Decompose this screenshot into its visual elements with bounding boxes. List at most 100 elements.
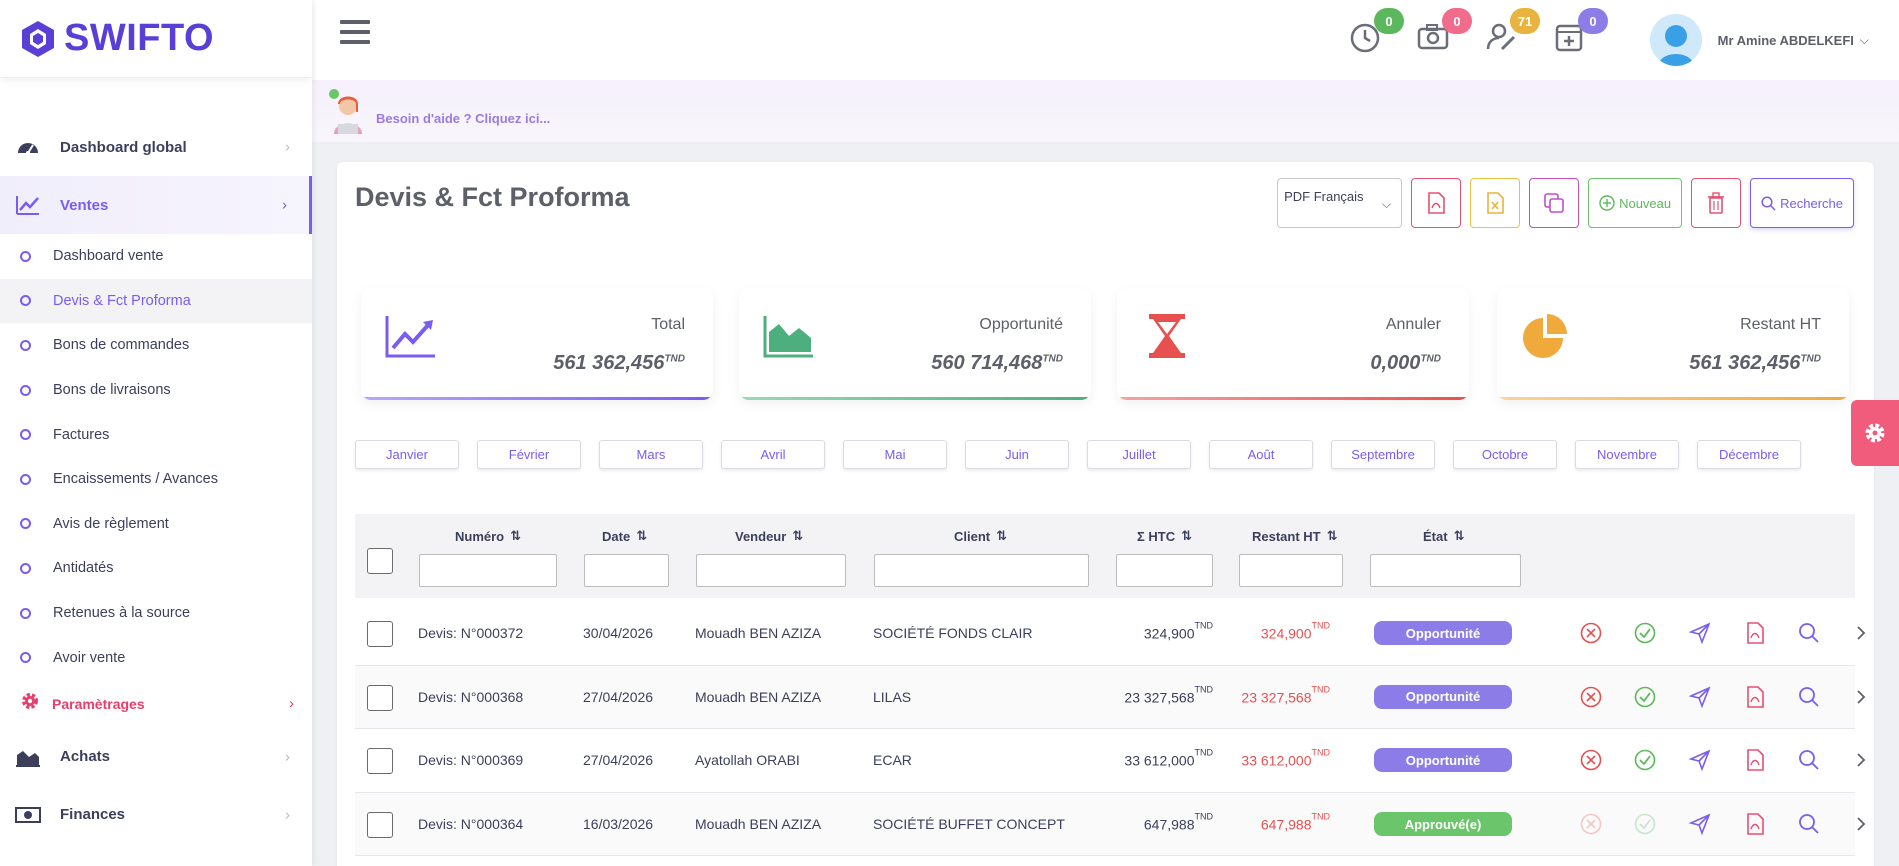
export-pdf-button[interactable] xyxy=(1411,178,1462,228)
chevron-right-icon[interactable] xyxy=(1849,685,1873,709)
send-icon[interactable] xyxy=(1688,621,1712,645)
search-icon[interactable] xyxy=(1797,685,1821,709)
stat-accent xyxy=(739,397,1091,400)
month-button[interactable]: Octobre xyxy=(1453,440,1557,469)
sidebar-subitem-factures[interactable]: Factures xyxy=(0,412,312,457)
stat-label: Restant HT xyxy=(1740,316,1821,333)
sidebar-item-achats[interactable]: Achats › xyxy=(0,728,312,786)
notification-badge: 0 xyxy=(1578,8,1608,34)
file-pdf-icon[interactable] xyxy=(1743,812,1767,836)
sidebar-subitem-bons-de-commandes[interactable]: Bons de commandes xyxy=(0,323,312,368)
table-row[interactable]: Devis: N°000364 16/03/2026 Mouadh BEN AZIZ… xyxy=(355,792,1866,857)
sidebar-subitem-bons-de-livraisons[interactable]: Bons de livraisons xyxy=(0,368,312,413)
sidebar-subitem-antidat-s[interactable]: Antidatés xyxy=(0,546,312,591)
row-checkbox[interactable] xyxy=(367,684,393,711)
row-checkbox[interactable] xyxy=(367,748,393,775)
column-header-htc[interactable]: Σ HTC ⇅ xyxy=(1137,528,1192,544)
column-header-numero[interactable]: Numéro ⇅ xyxy=(455,528,521,544)
month-button[interactable]: Novembre xyxy=(1575,440,1679,469)
row-checkbox[interactable] xyxy=(367,621,393,647)
table-row[interactable]: Devis: N°000369 27/04/2026 Ayatollah ORABI… xyxy=(355,729,1866,793)
search-icon[interactable] xyxy=(1797,621,1821,645)
column-header-etat[interactable]: État ⇅ xyxy=(1423,528,1464,544)
filter-vendeur-input[interactable] xyxy=(696,554,846,587)
chevron-right-icon: › xyxy=(285,806,290,824)
chevron-right-icon[interactable] xyxy=(1849,621,1873,645)
help-bar: Besoin d'aide ? Cliquez ici... xyxy=(312,80,1899,142)
month-button[interactable]: Mars xyxy=(599,440,703,469)
export-excel-button[interactable] xyxy=(1470,178,1521,228)
pdf-language-select[interactable]: PDF Français ⌵ xyxy=(1277,178,1403,228)
month-button[interactable]: Mai xyxy=(843,440,947,469)
sidebar-subitem-retenues-la-source[interactable]: Retenues à la source xyxy=(0,591,312,636)
bullet-circle-icon xyxy=(20,518,31,530)
send-icon[interactable] xyxy=(1688,748,1712,772)
user-name: Mr Amine ABDELKEFI xyxy=(1717,32,1854,48)
file-pdf-icon[interactable] xyxy=(1743,748,1767,772)
cancel-x-icon[interactable] xyxy=(1579,621,1603,645)
column-header-vendeur[interactable]: Vendeur ⇅ xyxy=(735,528,803,544)
send-icon[interactable] xyxy=(1688,812,1712,836)
user-edit-icon[interactable]: 71 xyxy=(1484,8,1540,54)
bullet-circle-icon xyxy=(20,562,31,574)
sidebar-subitem-devis-fct-proforma[interactable]: Devis & Fct Proforma xyxy=(0,278,312,324)
cancel-x-icon[interactable] xyxy=(1579,685,1603,709)
sidebar-subitem-encaissements-avances[interactable]: Encaissements / Avances xyxy=(0,457,312,502)
swifto-logo-icon xyxy=(22,20,54,57)
month-button[interactable]: Janvier xyxy=(355,440,459,469)
calendar-plus-icon[interactable]: 0 xyxy=(1552,8,1608,54)
sidebar-subitem-avis-de-r-glement[interactable]: Avis de règlement xyxy=(0,502,312,547)
camera-icon[interactable]: 0 xyxy=(1416,8,1472,54)
filter-etat-input[interactable] xyxy=(1370,554,1521,587)
chevron-right-icon: › xyxy=(282,196,287,214)
filter-htc-input[interactable] xyxy=(1116,554,1213,587)
filter-restant-input[interactable] xyxy=(1239,554,1343,587)
ventes-submenu: Dashboard vente Devis & Fct Proforma Bons … xyxy=(0,234,312,680)
search-icon[interactable] xyxy=(1797,812,1821,836)
new-button[interactable]: Nouveau xyxy=(1588,178,1683,228)
duplicate-button[interactable] xyxy=(1529,178,1580,228)
month-button[interactable]: Septembre xyxy=(1331,440,1435,469)
month-button[interactable]: Avril xyxy=(721,440,825,469)
sidebar-item-ventes[interactable]: Ventes › xyxy=(0,176,312,234)
month-button[interactable]: Juillet xyxy=(1087,440,1191,469)
help-link[interactable]: Besoin d'aide ? Cliquez ici... xyxy=(376,111,551,126)
select-all-checkbox[interactable] xyxy=(367,548,393,574)
sidebar-subitem-avoir-vente[interactable]: Avoir vente xyxy=(0,635,312,680)
month-button[interactable]: Juin xyxy=(965,440,1069,469)
brand-logo[interactable]: SWIFTO xyxy=(0,0,312,78)
sidebar-item-dashboard-global[interactable]: Dashboard global › xyxy=(0,118,312,176)
clock-icon[interactable]: 0 xyxy=(1348,8,1404,54)
month-button[interactable]: Décembre xyxy=(1697,440,1801,469)
column-header-restant-ht[interactable]: Restant HT ⇅ xyxy=(1252,528,1338,544)
delete-button[interactable] xyxy=(1691,178,1742,228)
check-circle-icon[interactable] xyxy=(1633,685,1657,709)
chevron-right-icon[interactable] xyxy=(1849,812,1873,836)
month-button[interactable]: Août xyxy=(1209,440,1313,469)
column-header-date[interactable]: Date ⇅ xyxy=(602,528,647,544)
settings-gear-icon[interactable] xyxy=(1851,400,1899,466)
sidebar-subitem-dashboard-vente[interactable]: Dashboard vente xyxy=(0,234,312,279)
filter-client-input[interactable] xyxy=(874,554,1089,587)
file-pdf-icon[interactable] xyxy=(1743,621,1767,645)
cancel-x-icon[interactable] xyxy=(1579,748,1603,772)
file-pdf-icon[interactable] xyxy=(1743,685,1767,709)
table-row[interactable]: Devis: N°000372 30/04/2026 Mouadh BEN AZIZ… xyxy=(355,602,1866,666)
filter-date-input[interactable] xyxy=(584,554,669,587)
sidebar-item-finances[interactable]: Finances › xyxy=(0,786,312,844)
column-header-client[interactable]: Client ⇅ xyxy=(954,528,1007,544)
menu-toggle-icon[interactable] xyxy=(340,20,370,48)
search-icon[interactable] xyxy=(1797,748,1821,772)
month-button[interactable]: Février xyxy=(477,440,581,469)
chevron-right-icon[interactable] xyxy=(1849,748,1873,772)
support-agent-icon xyxy=(328,88,362,134)
check-circle-icon[interactable] xyxy=(1633,621,1657,645)
search-button[interactable]: Recherche xyxy=(1750,178,1854,228)
check-circle-icon[interactable] xyxy=(1633,748,1657,772)
filter-numero-input[interactable] xyxy=(419,554,557,587)
send-icon[interactable] xyxy=(1688,685,1712,709)
user-menu[interactable]: Mr Amine ABDELKEFI ⌵ xyxy=(1649,14,1869,66)
sidebar-item-parametrages[interactable]: Paramètrages › xyxy=(0,680,312,728)
table-row[interactable]: Devis: N°000368 27/04/2026 Mouadh BEN AZIZ… xyxy=(355,665,1866,730)
row-checkbox[interactable] xyxy=(367,811,393,838)
